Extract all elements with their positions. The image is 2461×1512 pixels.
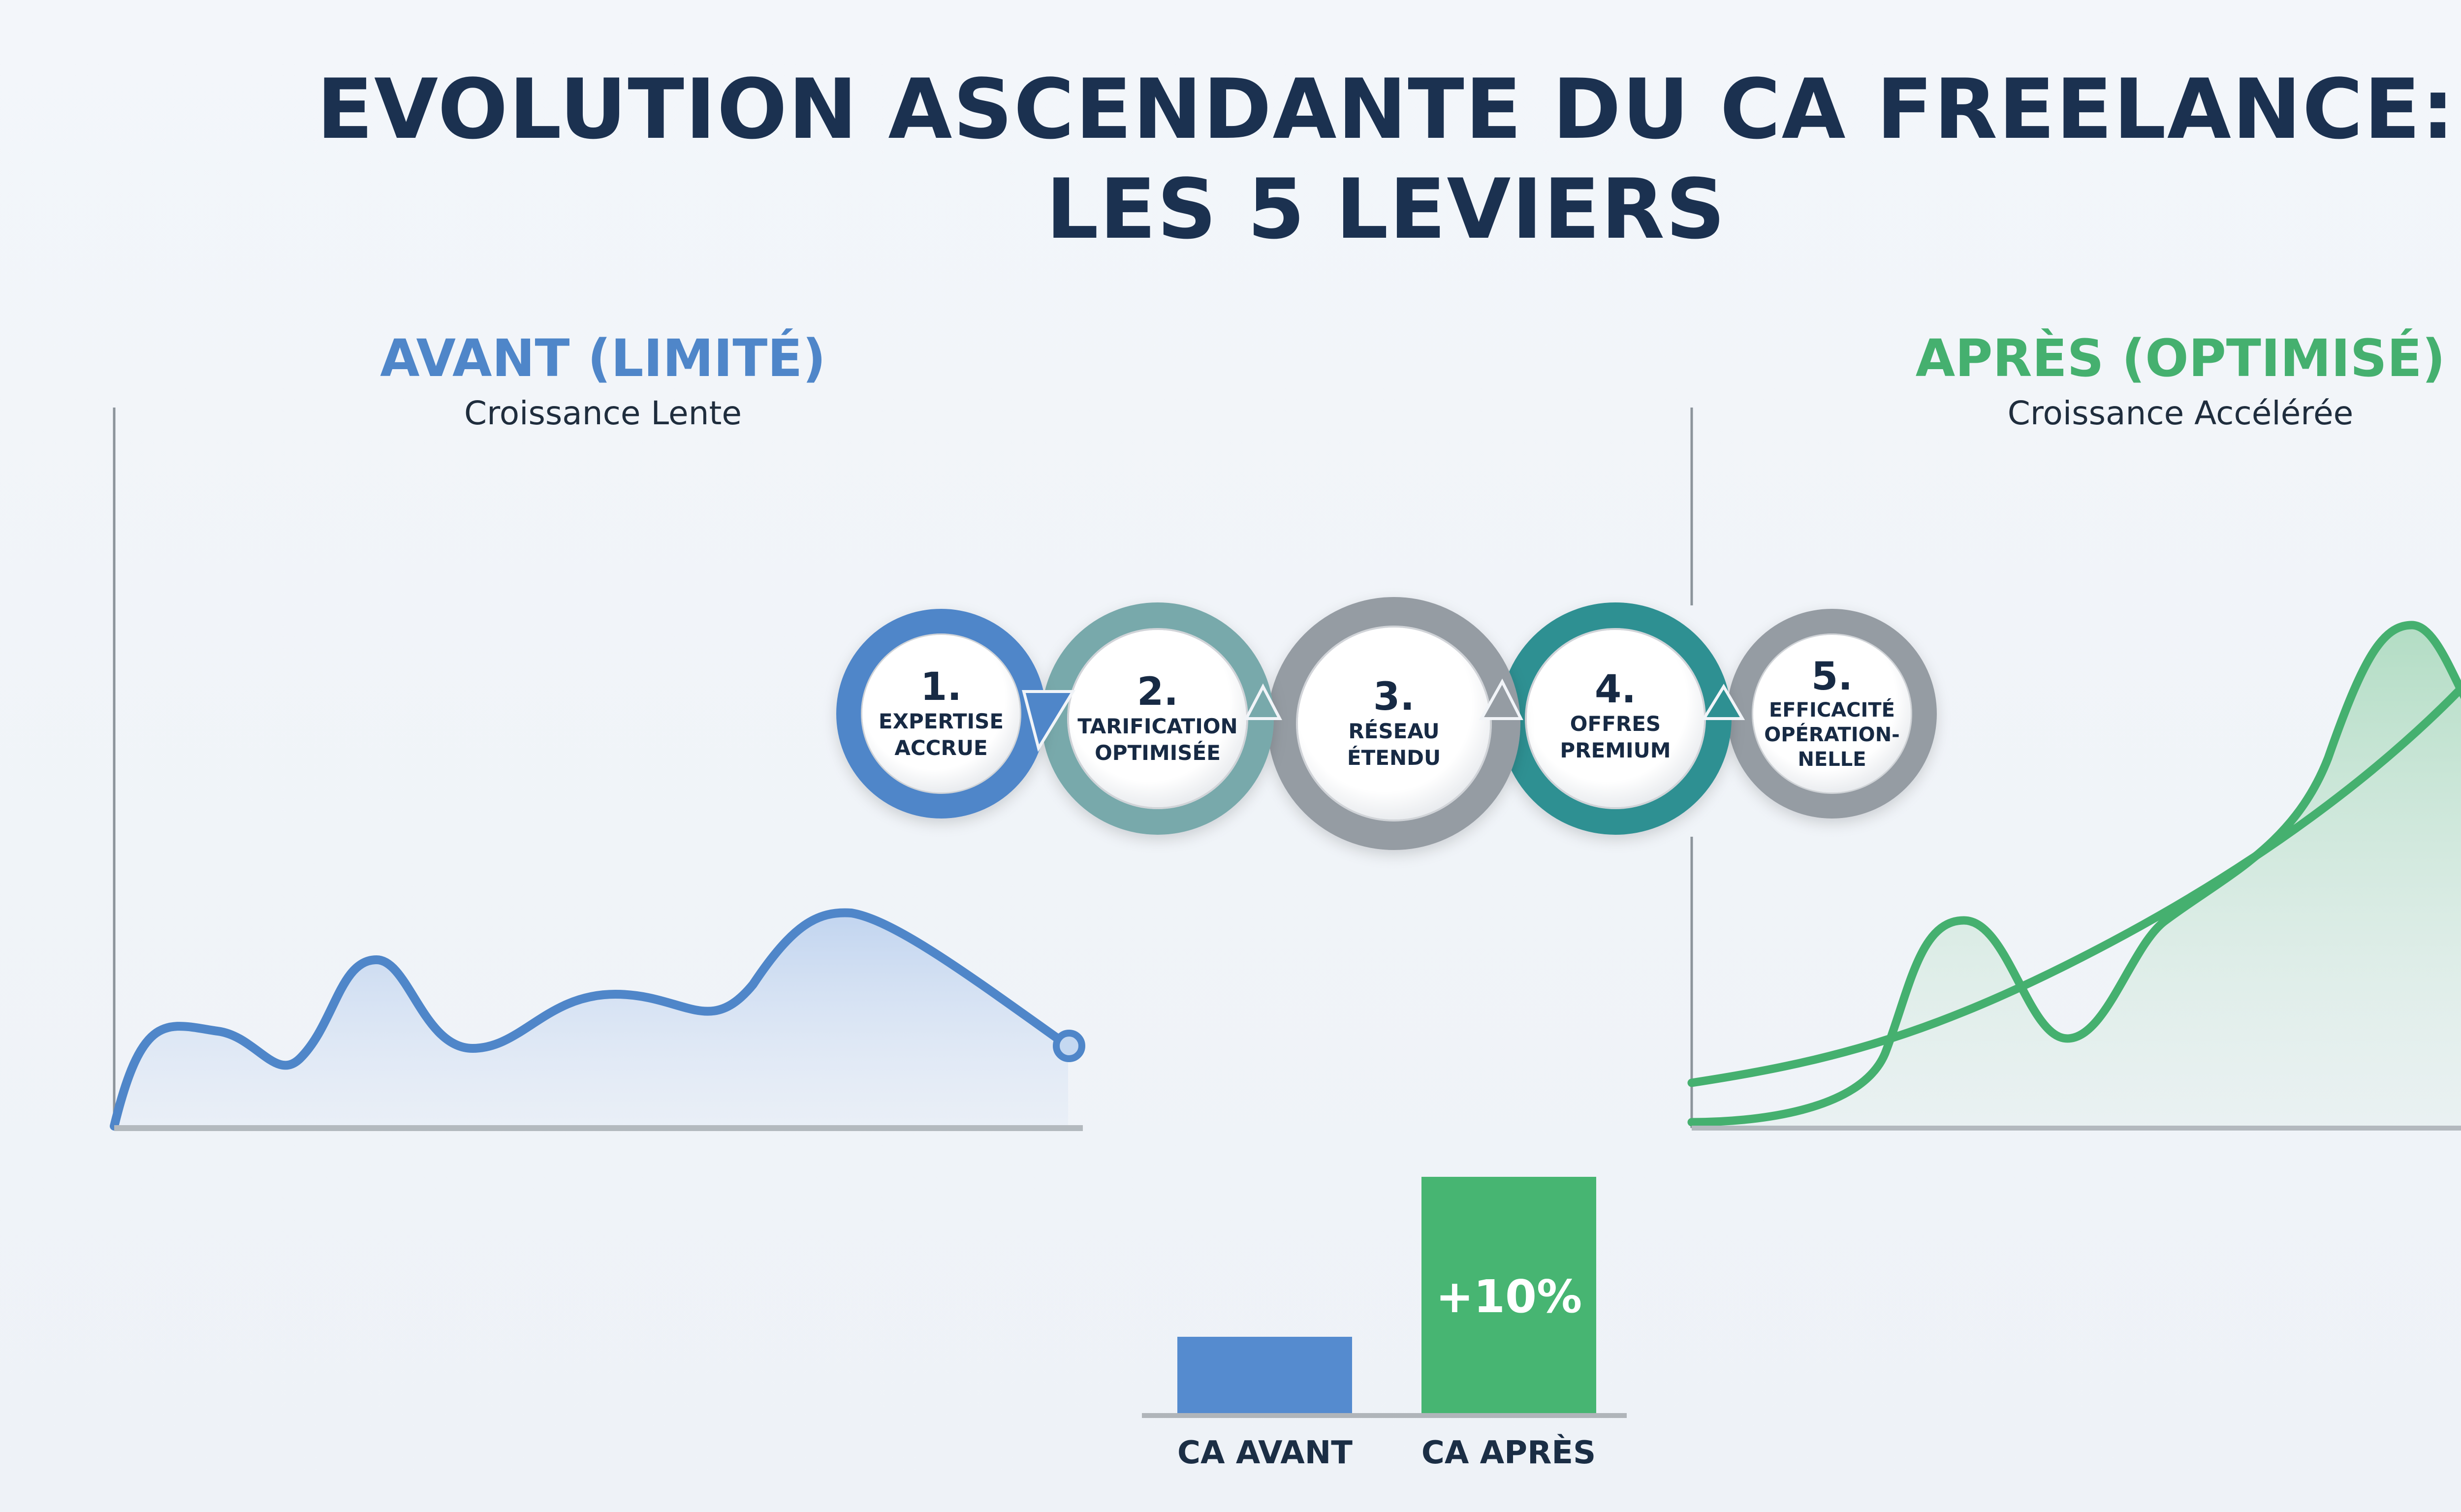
after-panel-subtitle: Croissance Accélérée	[2007, 394, 2354, 432]
lever-3-label: RÉSEAU ÉTENDU	[1347, 719, 1441, 770]
after-panel-title: APRÈS (OPTIMISÉ)	[1915, 328, 2446, 388]
arrow-2-to-3-icon	[1244, 683, 1282, 720]
lever-2-label: TARIFICATION OPTIMISÉE	[1077, 714, 1238, 765]
before-end-marker	[1053, 1030, 1085, 1062]
bar-ca-apres-value: +10%	[1435, 1270, 1582, 1323]
lever-4-number: 4.	[1595, 667, 1636, 712]
lever-4-label: OFFRES PREMIUM	[1560, 712, 1671, 762]
lever-4: 4. OFFRES PREMIUM	[1537, 640, 1694, 792]
bar-ca-apres	[1421, 1177, 1596, 1415]
before-area-fill	[114, 913, 1068, 1126]
after-line-chart	[1687, 408, 2461, 1131]
lever-2: 2. TARIFICATION OPTIMISÉE	[1074, 640, 1241, 797]
before-line-chart	[110, 408, 1085, 1131]
arrow-4-to-5-icon	[1701, 684, 1745, 720]
lever-3-number: 3.	[1373, 675, 1415, 719]
page-title-line-2: LES 5 LEVIERS	[1045, 161, 1727, 257]
lever-1-number: 1.	[920, 665, 962, 709]
after-area-fill	[1692, 625, 2461, 1126]
levers-diagram	[836, 597, 1937, 850]
arrow-3-to-4-icon	[1479, 678, 1523, 720]
after-line-trend	[1687, 682, 2461, 1087]
lever-5: 5. EFFICACITÉ OPÉRATION- NELLE	[1758, 635, 1906, 792]
after-line-fluctuating	[1687, 621, 2461, 1127]
lever-1: 1. EXPERTISE ACCRUE	[867, 640, 1015, 788]
lever-5-label: EFFICACITÉ OPÉRATION- NELLE	[1764, 699, 1900, 771]
bar-label-ca-avant: CA AVANT	[1177, 1435, 1353, 1471]
before-panel-title: AVANT (LIMITÉ)	[380, 328, 826, 388]
lever-1-label: EXPERTISE ACCRUE	[878, 709, 1004, 760]
lever-3-ring	[1267, 597, 1520, 850]
lever-5-number: 5.	[1811, 655, 1853, 699]
bar-ca-avant	[1177, 1337, 1352, 1415]
before-panel-subtitle: Croissance Lente	[464, 394, 742, 432]
lever-3: 3. RÉSEAU ÉTENDU	[1315, 645, 1473, 802]
revenue-bar-chart	[1142, 1177, 1627, 1418]
bar-label-ca-apres: CA APRÈS	[1421, 1435, 1596, 1471]
page-title-line-1: EVOLUTION ASCENDANTE DU CA FREELANCE:	[316, 61, 2456, 158]
arrow-1-to-2-icon	[1022, 690, 1076, 752]
lever-2-number: 2.	[1137, 670, 1178, 714]
before-line	[110, 908, 1073, 1131]
